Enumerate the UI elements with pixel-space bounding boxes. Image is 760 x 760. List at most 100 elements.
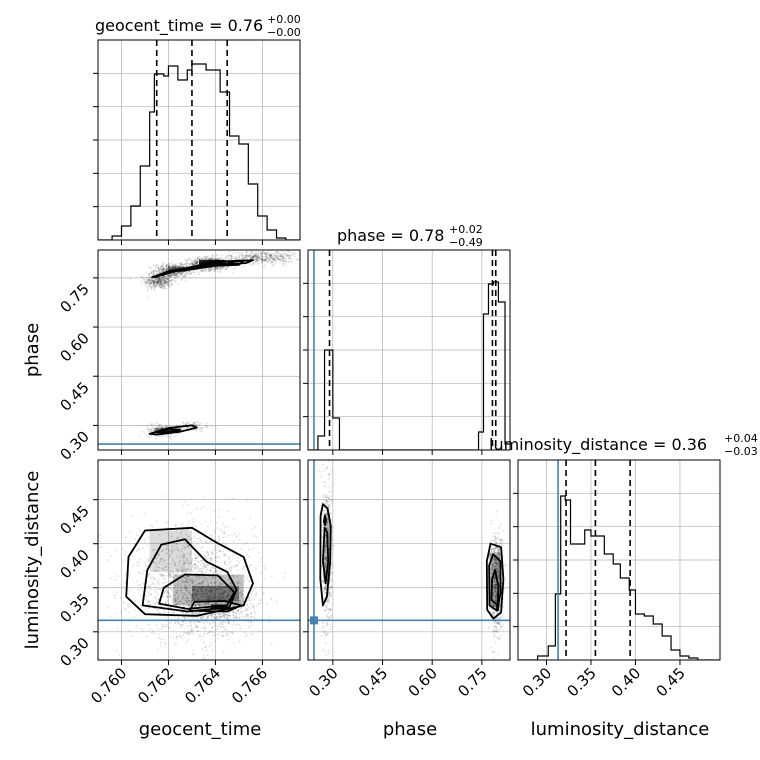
- panel-phase-vs-geocent-time-sample-point: [288, 260, 291, 263]
- panel-luminosity-distance-vs-geocent-time-sample-point: [188, 546, 191, 549]
- panel-luminosity-distance-vs-geocent-time-sample-point: [217, 633, 220, 636]
- panel-luminosity-distance-vs-phase-sample-point: [328, 588, 331, 591]
- panel-luminosity-distance-vs-geocent-time-sample-point: [246, 604, 249, 607]
- panel-luminosity-distance-vs-geocent-time-sample-point: [235, 616, 238, 618]
- panel-phase-vs-geocent-time-sample-point: [149, 281, 152, 284]
- panel-phase-vs-geocent-time-sample-point: [165, 287, 167, 290]
- panel-luminosity-distance-vs-geocent-time-sample-point: [148, 588, 151, 590]
- panel-phase-vs-geocent-time-sample-point: [201, 270, 204, 273]
- panel-phase-vs-geocent-time-sample-point: [165, 435, 168, 438]
- panel-phase-vs-geocent-time-sample-point: [158, 423, 161, 426]
- panel-luminosity-distance-vs-geocent-time-sample-point: [190, 602, 193, 605]
- panel-phase-vs-geocent-time-sample-point: [276, 252, 279, 255]
- panel-luminosity-distance-vs-geocent-time-sample-point: [242, 574, 245, 577]
- panel-phase-vs-geocent-time-sample-point: [187, 421, 190, 424]
- panel-phase-vs-geocent-time-sample-point: [173, 264, 175, 267]
- panel-luminosity-distance-vs-geocent-time-sample-point: [182, 561, 185, 563]
- panel-luminosity-distance-vs-geocent-time-sample-point: [167, 598, 169, 601]
- panel-luminosity-distance-vs-geocent-time-sample-point: [201, 581, 204, 584]
- panel-phase-vs-geocent-time-sample-point: [177, 265, 180, 267]
- panel-phase-vs-geocent-time-sample-point: [175, 265, 177, 267]
- panel-luminosity-distance-vs-geocent-time-sample-point: [183, 631, 185, 634]
- panel-luminosity-distance-vs-geocent-time-sample-point: [213, 582, 215, 584]
- panel-phase-vs-geocent-time-sample-point: [207, 270, 210, 272]
- panel-luminosity-distance-vs-phase-sample-point: [330, 502, 333, 505]
- panel-phase-vs-geocent-time-sample-point: [260, 257, 263, 260]
- panel-phase-vs-geocent-time-sample-point: [166, 282, 169, 285]
- panel-phase-vs-geocent-time-sample-point: [268, 257, 271, 260]
- panel-luminosity-distance-vs-geocent-time-sample-point: [202, 563, 205, 565]
- panel-phase-vs-geocent-time-sample-point: [172, 273, 175, 276]
- panel-luminosity-distance-vs-geocent-time-sample-point: [185, 597, 188, 599]
- panel-luminosity-distance-vs-geocent-time-sample-point: [212, 591, 215, 594]
- panel-phase-vs-geocent-time-sample-point: [173, 272, 175, 275]
- panel-phase-vs-geocent-time-sample-point: [192, 263, 195, 266]
- panel-phase-vs-geocent-time-sample-point: [153, 277, 156, 280]
- panel-luminosity-distance-vs-geocent-time-sample-point: [168, 575, 171, 578]
- panel-luminosity-distance-vs-geocent-time-sample-point: [191, 612, 194, 615]
- panel-luminosity-distance-vs-geocent-time-sample-point: [217, 616, 220, 619]
- panel-luminosity-distance-vs-phase-sample-point: [324, 565, 327, 567]
- panel-phase-vs-geocent-time-sample-point: [255, 255, 258, 258]
- panel-luminosity-distance-vs-geocent-time-sample-point: [163, 609, 166, 612]
- panel-luminosity-distance-vs-geocent-time-sample-point: [188, 613, 191, 615]
- panel-luminosity-distance-vs-geocent-time-sample-point: [174, 590, 177, 592]
- panel-phase-vs-geocent-time-sample-point: [186, 260, 189, 263]
- panel-luminosity-distance-vs-geocent-time-sample-point: [221, 530, 224, 533]
- panel-phase-vs-geocent-time-sample-point: [178, 266, 181, 269]
- panel-phase-vs-geocent-time-sample-point: [174, 266, 177, 269]
- panel-phase-vs-geocent-time-sample-point: [168, 278, 170, 281]
- panel-luminosity-distance-vs-geocent-time-sample-point: [188, 572, 191, 574]
- panel-phase-vs-geocent-time-sample-point: [166, 425, 169, 428]
- panel-luminosity-distance-vs-geocent-time-sample-point: [166, 552, 168, 554]
- panel-phase-vs-geocent-time-sample-point: [254, 259, 257, 261]
- panel-phase-vs-geocent-time-sample-point: [190, 258, 193, 261]
- panel-phase-vs-geocent-time-sample-point: [295, 258, 298, 261]
- panel-phase-vs-geocent-time-sample-point: [147, 279, 150, 282]
- panel-luminosity-distance-vs-phase-sample-point: [320, 635, 323, 638]
- panel-luminosity-distance-vs-geocent-time-sample-point: [228, 577, 230, 580]
- panel-luminosity-distance-vs-geocent-time-sample-point: [153, 583, 156, 586]
- panel-luminosity-distance-vs-geocent-time-sample-point: [235, 600, 238, 603]
- panel-luminosity-distance-vs-geocent-time-sample-point: [181, 566, 184, 569]
- panel-luminosity-distance-vs-geocent-time-sample-point: [217, 572, 220, 575]
- panel-luminosity-distance-vs-geocent-time-sample-point: [235, 595, 238, 598]
- panel-luminosity-distance-vs-geocent-time-sample-point: [127, 603, 130, 606]
- panel-phase-vs-geocent-time-sample-point: [171, 263, 174, 266]
- panel-phase-vs-geocent-time-sample-point: [209, 269, 212, 272]
- panel-phase-vs-geocent-time-sample-point: [239, 252, 242, 254]
- panel-phase-vs-geocent-time-sample-point: [255, 258, 258, 261]
- panel-luminosity-distance-vs-geocent-time-sample-point: [191, 596, 194, 598]
- panel-luminosity-distance-vs-geocent-time-sample-point: [192, 589, 195, 592]
- panel-phase-vs-geocent-time-sample-point: [158, 279, 161, 282]
- panel-luminosity-distance-vs-geocent-time-sample-point: [227, 578, 230, 580]
- panel-luminosity-distance-vs-geocent-time-sample-point: [239, 594, 242, 596]
- panel-luminosity-distance-vs-geocent-time-sample-point: [200, 588, 203, 591]
- panel-phase-vs-geocent-time-sample-point: [151, 426, 154, 429]
- panel-luminosity-distance-vs-phase-sample-point: [324, 557, 327, 560]
- panel-phase-vs-geocent-time-sample-point: [169, 425, 171, 428]
- panel-luminosity-distance-vs-geocent-time-sample-point: [224, 560, 226, 563]
- panel-luminosity-distance-vs-geocent-time-sample-point: [146, 635, 149, 638]
- panel-phase-vs-geocent-time-sample-point: [203, 267, 206, 270]
- panel-phase-vs-geocent-time-sample-point: [177, 271, 180, 274]
- panel-luminosity-distance-vs-geocent-time-sample-point: [142, 582, 145, 585]
- panel-luminosity-distance-vs-geocent-time-sample-point: [220, 586, 223, 588]
- panel-phase-vs-geocent-time-sample-point: [294, 253, 296, 256]
- panel-phase-vs-geocent-time-sample-point: [186, 426, 189, 429]
- panel-luminosity-distance-vs-geocent-time-sample-point: [204, 604, 207, 607]
- panel-phase-vs-geocent-time-sample-point: [195, 261, 198, 264]
- panel-luminosity-distance-vs-geocent-time-sample-point: [227, 595, 230, 597]
- panel-luminosity-distance-vs-phase-sample-point: [321, 626, 324, 628]
- panel-luminosity-distance-vs-geocent-time-sample-point: [227, 616, 230, 619]
- panel-luminosity-distance-vs-geocent-time-sample-point: [170, 570, 173, 573]
- panel-luminosity-distance-vs-geocent-time-sample-point: [184, 577, 187, 579]
- panel-phase-vs-geocent-time-sample-point: [251, 257, 254, 260]
- panel-luminosity-distance-vs-geocent-time-sample-point: [206, 577, 209, 580]
- panel-phase-vs-geocent-time-sample-point: [264, 253, 266, 255]
- panel-luminosity-distance-vs-geocent-time-sample-point: [185, 578, 188, 581]
- panel-luminosity-distance-vs-geocent-time-sample-point: [226, 564, 229, 566]
- panel-luminosity-distance-vs-geocent-time-sample-point: [226, 631, 229, 633]
- panel-luminosity-distance-vs-geocent-time-sample-point: [152, 548, 155, 551]
- panel-luminosity-distance-vs-geocent-time-sample-point: [202, 602, 205, 605]
